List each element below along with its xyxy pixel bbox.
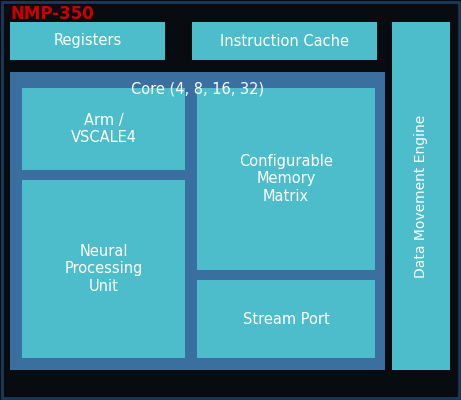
FancyBboxPatch shape xyxy=(197,280,375,358)
Text: NMP-350: NMP-350 xyxy=(10,5,94,23)
Text: Registers: Registers xyxy=(53,34,122,48)
Text: Configurable
Memory
Matrix: Configurable Memory Matrix xyxy=(239,154,333,204)
Text: Neural
Processing
Unit: Neural Processing Unit xyxy=(65,244,143,294)
FancyBboxPatch shape xyxy=(10,72,385,370)
Text: Arm /
VSCALE4: Arm / VSCALE4 xyxy=(71,113,136,145)
FancyBboxPatch shape xyxy=(392,22,450,370)
FancyBboxPatch shape xyxy=(192,22,377,60)
Text: Data Movement Engine: Data Movement Engine xyxy=(414,114,428,278)
Text: Core (4, 8, 16, 32): Core (4, 8, 16, 32) xyxy=(131,82,264,96)
FancyBboxPatch shape xyxy=(10,22,165,60)
FancyBboxPatch shape xyxy=(197,88,375,270)
Text: Instruction Cache: Instruction Cache xyxy=(220,34,349,48)
FancyBboxPatch shape xyxy=(22,88,185,170)
FancyBboxPatch shape xyxy=(22,180,185,358)
Text: Stream Port: Stream Port xyxy=(242,312,329,326)
